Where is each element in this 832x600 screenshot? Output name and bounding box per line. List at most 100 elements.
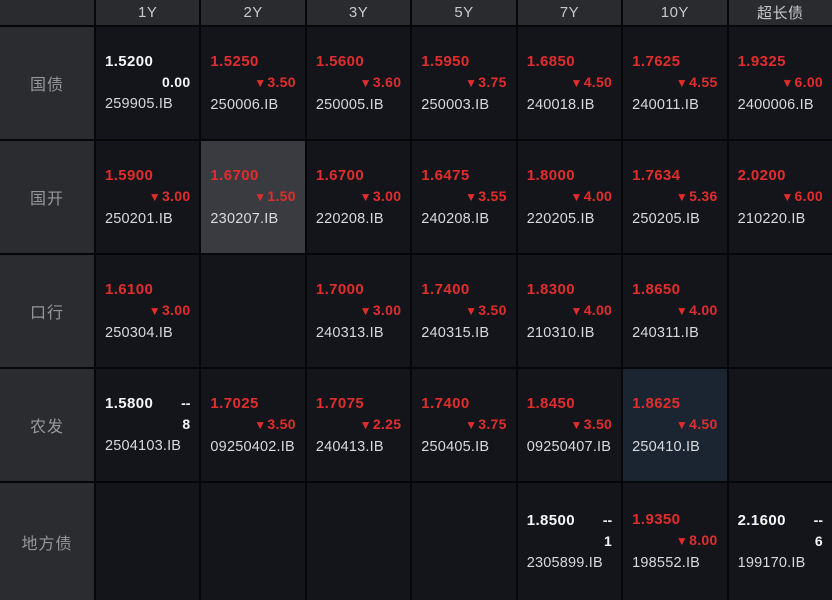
- quote-cell-cdb-ultra-long[interactable]: 2.0200 ▼6.00 210220.IB: [728, 141, 832, 253]
- quote-cell-adbc-10y[interactable]: 1.8625 ▼4.50 250410.IB: [623, 369, 727, 481]
- quote-line-top: 1.5250: [210, 51, 295, 72]
- quote-line-change: ▼3.75: [421, 72, 506, 94]
- yield-value: 1.8650: [632, 280, 681, 298]
- change-value: ▼3.00: [360, 188, 402, 204]
- quote-cell-adbc-2y[interactable]: 1.7025 ▼3.50 09250402.IB: [201, 369, 305, 481]
- quote-line-top: 2.0200: [738, 165, 823, 186]
- quote-cell-treasury-5y[interactable]: 1.5950 ▼3.75 250003.IB: [412, 27, 516, 139]
- quote-line-change: ▼8.00: [632, 530, 717, 552]
- quote-line-change: ▼4.00: [527, 186, 612, 208]
- quote-cell-adbc-3y[interactable]: 1.7075 ▼2.25 240413.IB: [306, 369, 411, 481]
- quote-cell-adbc-7y[interactable]: 1.8450 ▼3.50 09250407.IB: [517, 369, 622, 481]
- quote-line-top: 1.5200: [105, 51, 190, 72]
- quote-cell-cdb-5y[interactable]: 1.6475 ▼3.55 240208.IB: [412, 141, 516, 253]
- down-arrow-icon: ▼: [254, 417, 267, 432]
- bond-code: 240313.IB: [315, 324, 384, 341]
- quote-line-code: 250304.IB: [105, 322, 190, 344]
- change-amount: 0.00: [161, 74, 191, 90]
- quote-line-top: 1.5900: [105, 165, 190, 186]
- down-arrow-icon: ▼: [359, 75, 372, 90]
- quote-line-top: 1.8500 --: [527, 510, 612, 531]
- change-value: ▼4.00: [571, 188, 613, 204]
- change-value: ▼4.50: [676, 416, 718, 432]
- quote-cell-treasury-3y[interactable]: 1.5600 ▼3.60 250005.IB: [306, 27, 411, 139]
- quote-cell-treasury-7y[interactable]: 1.6850 ▼4.50 240018.IB: [517, 27, 622, 139]
- bond-code: 250410.IB: [632, 438, 701, 455]
- quote-line-top: 1.8650: [632, 279, 717, 300]
- quote-line-top: 1.5600: [316, 51, 401, 72]
- bond-code: 198552.IB: [632, 555, 701, 571]
- quote-cell-cdb-10y[interactable]: 1.7634 ▼5.36 250205.IB: [623, 141, 727, 253]
- quote-line-code: 259905.IB: [105, 93, 190, 115]
- quote-cell-treasury-ultra-long[interactable]: 1.9325 ▼6.00 2400006.IB: [728, 27, 832, 139]
- quote-cell-exim-7y[interactable]: 1.8300 ▼4.00 210310.IB: [517, 255, 622, 367]
- bond-code: 220205.IB: [526, 210, 595, 227]
- quote-cell-local-gov-ultra-long[interactable]: 2.1600 -- 6 199170.IB: [728, 483, 832, 600]
- quote-cell-exim-10y[interactable]: 1.8650 ▼4.00 240311.IB: [623, 255, 727, 367]
- empty-cell-local-gov-1y: [96, 483, 200, 600]
- quote-line-change: ▼6.00: [738, 72, 823, 94]
- yield-value: 1.5200: [105, 53, 154, 70]
- bond-code: 2400006.IB: [737, 96, 814, 113]
- quote-cell-exim-3y[interactable]: 1.7000 ▼3.00 240313.IB: [306, 255, 411, 367]
- quote-line-code: 240315.IB: [421, 322, 506, 344]
- quote-line-top: 1.7634: [632, 165, 717, 186]
- yield-value: 1.7625: [632, 52, 681, 70]
- quote-cell-local-gov-10y[interactable]: 1.9350 ▼8.00 198552.IB: [623, 483, 727, 600]
- down-arrow-icon: ▼: [675, 417, 689, 432]
- quote-line-change: ▼3.75: [421, 414, 506, 436]
- quote-line-change: ▼4.00: [632, 300, 717, 322]
- quote-line-change: ▼4.00: [527, 300, 612, 322]
- quote-line-change: ▼3.50: [527, 414, 612, 436]
- change-amount: 3.50: [267, 73, 296, 90]
- quote-line-code: 2504103.IB: [105, 435, 190, 457]
- yield-value: 2.1600: [737, 511, 786, 529]
- down-arrow-icon: ▼: [675, 189, 689, 204]
- down-arrow-icon: ▼: [465, 417, 478, 432]
- yield-value: 1.5800: [105, 395, 154, 412]
- quote-line-code: 250005.IB: [316, 94, 401, 116]
- change-amount: 4.50: [583, 73, 613, 90]
- yield-value: 1.7025: [210, 394, 259, 412]
- no-change-placeholder: --: [813, 511, 823, 528]
- bond-code: 199170.IB: [737, 554, 806, 571]
- quote-cell-cdb-2y[interactable]: 1.6700 ▼1.50 230207.IB: [201, 141, 305, 253]
- quote-line-change: ▼6.00: [738, 186, 823, 208]
- bond-code: 259905.IB: [105, 96, 173, 112]
- quote-cell-cdb-7y[interactable]: 1.8000 ▼4.00 220205.IB: [517, 141, 622, 253]
- quote-line-code: 2305899.IB: [527, 552, 612, 574]
- yield-value: 1.5250: [210, 52, 259, 70]
- column-header-5y: 5Y: [412, 0, 516, 25]
- down-arrow-icon: ▼: [570, 303, 583, 318]
- change-value: ▼6.00: [781, 188, 823, 204]
- quote-line-code: 220208.IB: [316, 208, 401, 230]
- yield-value: 1.9325: [737, 52, 786, 70]
- down-arrow-icon: ▼: [781, 189, 794, 204]
- quote-cell-local-gov-7y[interactable]: 1.8500 -- 1 2305899.IB: [517, 483, 622, 600]
- change-value: ▼3.75: [465, 416, 507, 432]
- quote-cell-adbc-1y[interactable]: 1.5800 -- 8 2504103.IB: [96, 369, 200, 481]
- quote-cell-cdb-3y[interactable]: 1.6700 ▼3.00 220208.IB: [306, 141, 411, 253]
- change-amount: 8.00: [689, 532, 718, 548]
- yield-value: 1.5950: [421, 52, 470, 70]
- change-amount: 3.00: [161, 187, 191, 204]
- quote-line-top: 1.6700: [210, 165, 295, 186]
- quote-cell-treasury-2y[interactable]: 1.5250 ▼3.50 250006.IB: [201, 27, 305, 139]
- change-value: ▼3.00: [149, 302, 191, 318]
- quote-line-change: ▼1.50: [210, 186, 295, 208]
- yield-value: 1.5900: [105, 166, 154, 184]
- quote-cell-treasury-10y[interactable]: 1.7625 ▼4.55 240011.IB: [623, 27, 727, 139]
- quote-cell-treasury-1y[interactable]: 1.5200 0.00 259905.IB: [96, 27, 200, 139]
- down-arrow-icon: ▼: [465, 189, 478, 204]
- quote-line-code: 240208.IB: [421, 208, 506, 230]
- quote-cell-adbc-5y[interactable]: 1.7400 ▼3.75 250405.IB: [412, 369, 516, 481]
- change-value: ▼4.55: [676, 74, 718, 90]
- down-arrow-icon: ▼: [465, 75, 478, 90]
- quote-line-change: ▼4.50: [527, 72, 612, 94]
- row-label-exim: 口行: [0, 255, 94, 367]
- row-label-cdb: 国开: [0, 141, 94, 253]
- quote-cell-cdb-1y[interactable]: 1.5900 ▼3.00 250201.IB: [96, 141, 200, 253]
- quote-cell-exim-5y[interactable]: 1.7400 ▼3.50 240315.IB: [412, 255, 516, 367]
- quote-line-code: 198552.IB: [632, 552, 717, 574]
- quote-cell-exim-1y[interactable]: 1.6100 ▼3.00 250304.IB: [96, 255, 200, 367]
